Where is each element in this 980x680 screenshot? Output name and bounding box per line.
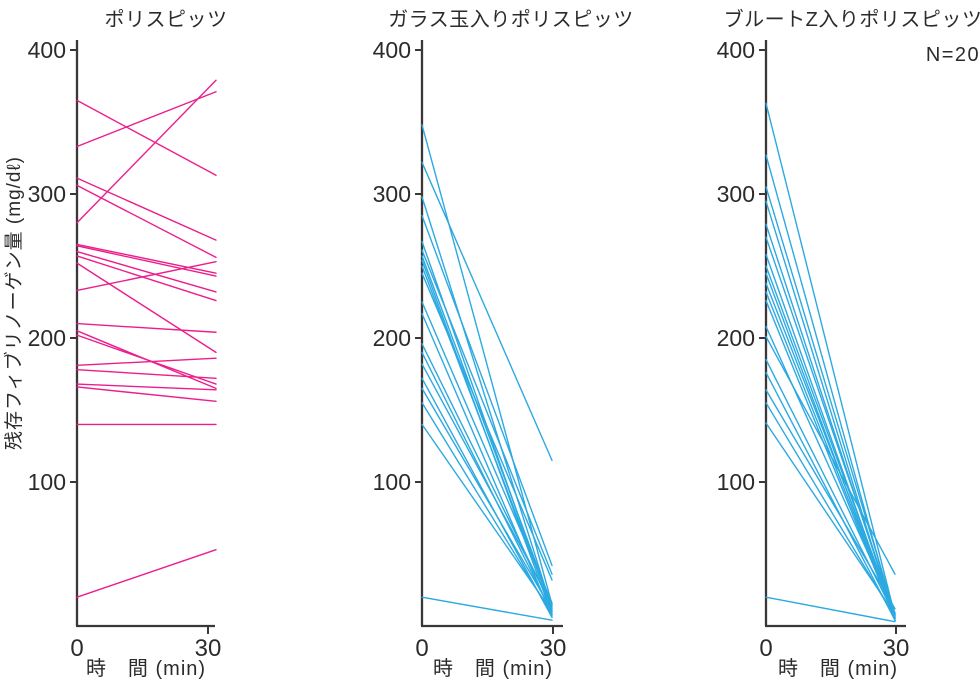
y-tick-label: 200 xyxy=(717,325,755,351)
x-tick-label-0: 0 xyxy=(415,635,428,662)
data-line xyxy=(765,335,896,575)
y-tick-label: 300 xyxy=(373,181,411,207)
data-line xyxy=(76,334,217,385)
x-axis-title: 時 間 (min) xyxy=(433,657,553,680)
y-tick-label: 200 xyxy=(28,325,66,351)
y-tick-label: 100 xyxy=(373,469,411,495)
data-line xyxy=(421,214,553,567)
data-line xyxy=(421,387,553,611)
data-line xyxy=(76,177,217,241)
y-tick-label: 100 xyxy=(28,469,66,495)
x-tick-label-30: 30 xyxy=(540,635,567,662)
data-line xyxy=(421,596,553,621)
x-tick-label-0: 0 xyxy=(70,635,83,662)
data-line xyxy=(421,377,553,619)
data-line xyxy=(421,272,553,581)
data-line xyxy=(76,386,217,403)
x-tick-label-0: 0 xyxy=(759,635,772,662)
y-tick-label: 200 xyxy=(373,325,411,351)
data-line xyxy=(76,99,217,176)
y-tick-label: 400 xyxy=(717,37,755,63)
data-line xyxy=(765,596,896,623)
data-line xyxy=(421,161,553,462)
panel-title: ポリスピッツ xyxy=(105,8,228,31)
data-line xyxy=(421,255,553,607)
data-line xyxy=(76,383,217,391)
data-line xyxy=(421,363,553,606)
data-line xyxy=(765,422,896,616)
data-line xyxy=(76,368,217,380)
x-tick-label-30: 30 xyxy=(883,635,910,662)
sample-size-annotation: N=20 xyxy=(926,44,980,66)
data-line xyxy=(76,79,217,224)
data-line xyxy=(421,312,553,617)
data-line xyxy=(765,325,896,614)
data-line xyxy=(76,245,217,277)
data-line xyxy=(76,357,217,367)
panel-1: ガラス玉入りポリスピッツ 400 300 200 100 0 30時 間 (min) xyxy=(373,8,634,680)
data-line xyxy=(421,423,553,613)
data-line xyxy=(765,186,896,616)
data-line xyxy=(765,358,896,617)
panel-title: ブルートZ入りポリスピッツ xyxy=(724,7,980,31)
data-line xyxy=(765,371,896,621)
x-axis-title: 時 間 (min) xyxy=(778,657,898,680)
x-tick-label-30: 30 xyxy=(195,635,222,662)
panel-title: ガラス玉入りポリスピッツ xyxy=(388,8,634,31)
data-line xyxy=(421,196,553,610)
panel-0: ポリスピッツ 400 300 200 100 0 30時 間 (min) xyxy=(28,8,228,680)
data-line xyxy=(76,243,217,274)
data-line xyxy=(765,282,896,616)
y-tick-label: 400 xyxy=(28,37,66,63)
panel-2: ブルートZ入りポリスピッツ 400 300 200 100 0 30時 間 (min) xyxy=(717,7,980,680)
data-line xyxy=(421,249,553,575)
data-line xyxy=(76,260,217,292)
data-line xyxy=(76,91,217,148)
data-line xyxy=(765,236,896,614)
data-line xyxy=(765,102,896,617)
y-tick-label: 300 xyxy=(28,181,66,207)
x-axis-title: 時 間 (min) xyxy=(86,657,206,680)
data-line xyxy=(76,184,217,259)
y-tick-label: 400 xyxy=(373,37,411,63)
data-line xyxy=(421,301,553,604)
data-line xyxy=(76,548,217,598)
data-line xyxy=(76,322,217,333)
data-line xyxy=(421,124,553,606)
data-line xyxy=(76,262,217,354)
data-line xyxy=(765,389,896,610)
data-line xyxy=(76,255,217,302)
data-line xyxy=(76,250,217,293)
y-tick-label: 100 xyxy=(717,469,755,495)
y-axis-title: 残存フィブリノーゲン量 (mg/dℓ) xyxy=(2,156,25,450)
y-tick-label: 300 xyxy=(717,181,755,207)
